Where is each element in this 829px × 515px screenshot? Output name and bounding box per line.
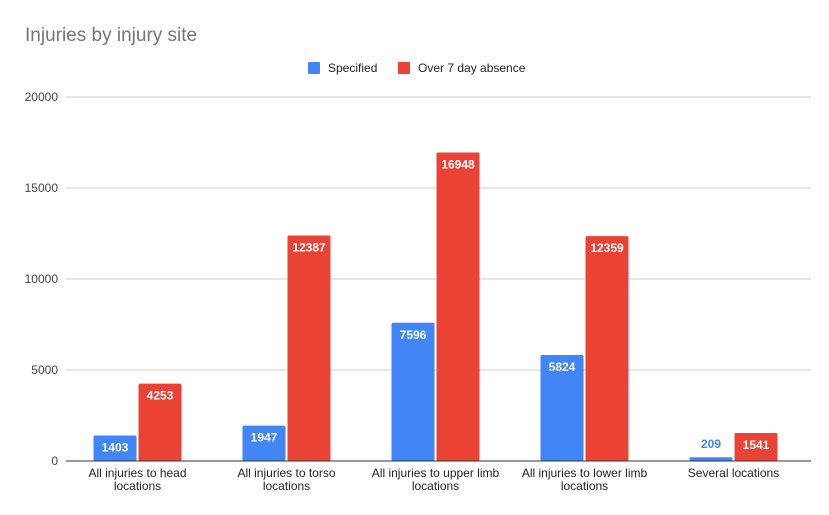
y-tick-label: 15000 — [25, 181, 59, 195]
data-label: 5824 — [549, 360, 576, 374]
data-label: 1403 — [102, 440, 129, 454]
legend-swatch-specified — [308, 62, 320, 74]
data-label: 4253 — [147, 389, 174, 403]
data-label: 1541 — [743, 438, 770, 452]
x-category-label: locations — [114, 479, 161, 493]
chart-title: Injuries by injury site — [25, 25, 197, 46]
data-label: 12359 — [590, 241, 624, 255]
y-tick-label: 0 — [51, 454, 58, 468]
x-category-label: locations — [412, 479, 459, 493]
bar-specified-2 — [391, 322, 435, 461]
data-label: 7596 — [400, 328, 427, 342]
y-tick-label: 10000 — [25, 272, 59, 286]
data-labels: 1403 4253 1947 12387 7596 16948 5824 12359 209 15… — [102, 158, 770, 455]
data-label: 16948 — [441, 158, 475, 172]
bar-over-7-day-4 — [734, 432, 778, 461]
data-label: 209 — [701, 437, 721, 451]
bar-specified-1 — [242, 425, 286, 461]
y-axis-tick-labels: 0 5000 10000 15000 20000 — [25, 90, 59, 468]
bar-specified-4 — [689, 457, 733, 461]
legend: Specified Over 7 day absence — [308, 61, 526, 75]
bars — [93, 152, 778, 462]
x-category-label: locations — [263, 479, 310, 493]
legend-label-specified: Specified — [328, 61, 377, 75]
x-category-label: All injuries to head — [88, 466, 186, 480]
y-tick-label: 20000 — [25, 90, 59, 104]
bar-over-7-day-3 — [585, 236, 629, 461]
y-tick-label: 5000 — [31, 363, 58, 377]
bar-over-7-day-0 — [138, 383, 182, 461]
x-category-label: Several locations — [688, 466, 779, 480]
data-label: 1947 — [251, 431, 278, 445]
x-category-label: All injuries to upper limb — [372, 466, 500, 480]
bar-over-7-day-2 — [436, 152, 480, 462]
bar-specified-0 — [93, 435, 137, 461]
x-category-label: locations — [561, 479, 608, 493]
x-category-label: All injuries to torso — [237, 466, 335, 480]
legend-label-over-7-day: Over 7 day absence — [418, 61, 526, 75]
legend-swatch-over-7-day — [398, 62, 410, 74]
bar-specified-3 — [540, 355, 584, 461]
bar-over-7-day-1 — [287, 235, 331, 461]
x-category-label: All injuries to lower limb — [522, 466, 648, 480]
data-label: 12387 — [292, 241, 326, 255]
